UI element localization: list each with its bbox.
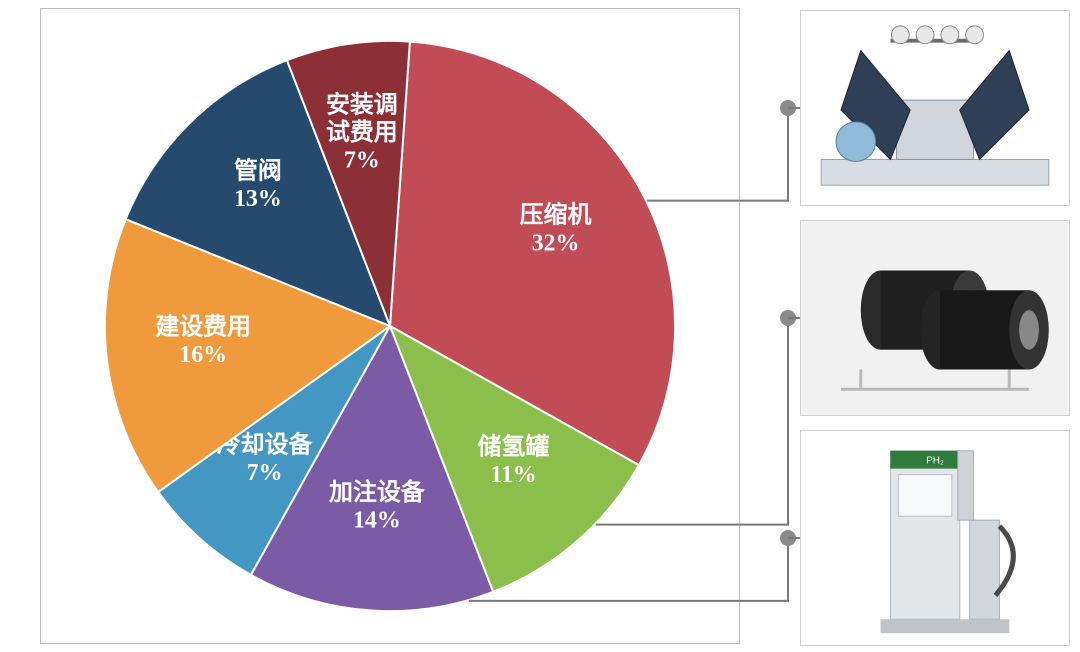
connector-dot-dispenser [780,530,796,546]
tank-icon [801,221,1069,415]
callout-storage-tank [800,220,1070,416]
stage: 压缩机32%储氢罐11%加注设备14%冷却设备7%建设费用16%管阀13%安装调… [0,0,1080,652]
compressor-icon [801,11,1069,205]
callout-compressor [800,10,1070,206]
chart-frame: 压缩机32%储氢罐11%加注设备14%冷却设备7%建设费用16%管阀13%安装调… [40,8,740,644]
svg-text:PH₂: PH₂ [926,456,944,467]
connector-dot-storage_tank [780,310,796,326]
connector-dot-compressor [780,100,796,116]
pie-label-piping: 管阀13% [234,156,282,212]
pie-chart: 压缩机32%储氢罐11%加注设备14%冷却设备7%建设费用16%管阀13%安装调… [41,9,739,643]
dispenser-icon: PH₂ [801,431,1069,645]
callout-dispenser: PH₂ [800,430,1070,646]
